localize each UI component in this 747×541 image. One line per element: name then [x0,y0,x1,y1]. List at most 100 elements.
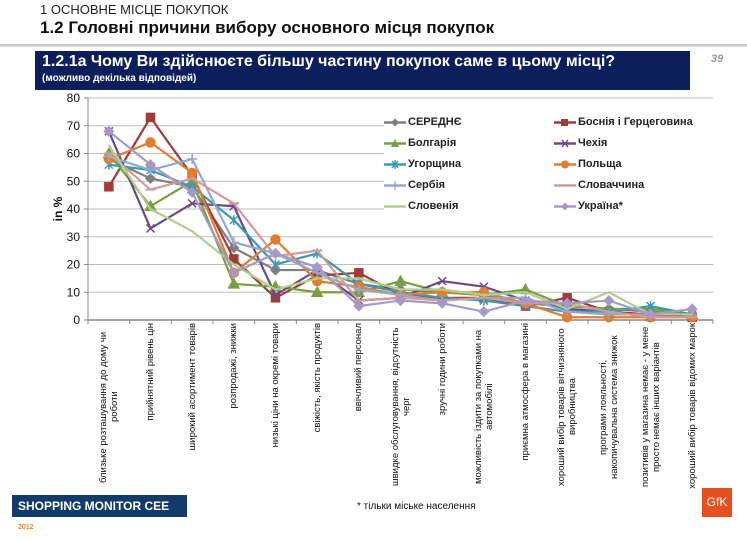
y-tick-label: 10 [67,285,81,299]
data-point [229,254,239,264]
legend-item: СЕРЕДНЄ [384,116,462,128]
y-tick-label: 0 [73,313,80,327]
data-point [144,172,157,185]
y-tick-label: 20 [67,258,81,272]
y-tick-label: 40 [67,202,81,216]
legend-marker-icon [554,139,576,147]
x-tick-label: зручні години роботи [422,323,462,493]
x-tick-label-text: позитивів у магазина немає - у мене прос… [639,326,662,488]
data-point [353,284,364,295]
x-tick-label-text: приємна атмосфера в магазині [520,323,531,461]
data-point [353,300,365,312]
x-tick-label: свіжість, якість продуктів [297,323,337,493]
legend-label: Болгарія [408,137,457,149]
data-point [228,242,240,254]
x-tick-label-text: широкий асортимент товарів [186,323,198,451]
legend-label: СЕРЕДНЄ [408,116,462,128]
data-point [686,303,698,315]
data-point [644,308,657,321]
data-point [186,186,198,198]
x-tick-label-text: близьке розташування до дому чи роботи [97,331,120,483]
x-tick-label: хороший вибір товарів вітчизняного вироб… [547,323,587,493]
data-point [104,182,114,192]
legend-label: Словаччина [578,179,645,191]
data-point [478,306,490,318]
legend-marker-icon [384,204,406,208]
data-point [229,215,239,226]
page-number: 39 [711,53,724,65]
data-point [603,295,615,307]
chart-legend: СЕРЕДНЄ Боснія і Герцеговина Болгарія Чехія… [384,112,722,220]
data-point [186,167,198,179]
x-tick-label-text: хороший вибір товарів відомих марок [686,323,698,489]
legend-label: Словенія [408,200,459,212]
line-chart: 0 10 20 30 40 50 60 70 80 in % [51,91,714,327]
gfk-logo: GfK [702,488,732,517]
legend-item: Угорщина [384,158,461,170]
data-point [270,259,281,270]
section-label: 1 ОСНОВНЕ МІСЦЕ ПОКУПОК [40,2,229,17]
x-tick-label: приємна атмосфера в магазині [506,323,546,493]
x-tick-label-text: хороший вибір товарів вітчизняного вироб… [556,328,579,486]
legend-label: Угорщина [408,158,462,170]
legend-marker-icon [384,138,406,147]
legend-label: Польща [578,158,622,170]
legend-marker-icon [554,160,576,168]
x-tick-label-text: швидке обслуговування, відсутність черг [389,327,412,487]
x-tick-label-text: зручні години роботи [436,323,448,416]
data-point [228,237,239,248]
data-point [228,267,240,279]
x-tick-label: хороший вибір товарів відомих марок [672,323,712,493]
x-tick-label-text: ввічливий персонал [353,323,365,412]
x-tick-label-text: прийнятний рівень цін [145,323,156,421]
x-tick-label: прийнятний рівень цін [131,323,171,493]
legend-marker-icon [554,118,576,126]
y-tick-label: 50 [67,174,81,188]
x-tick-label: програми лояльності, накопичувальна сист… [589,323,629,493]
x-tick-label: ввічливий персонал [339,323,379,493]
data-point [187,198,197,208]
data-point [519,295,532,307]
legend-item: Чехія [554,137,607,149]
brand-name: SHOPPING MONITOR CEE [18,499,170,513]
x-tick-label: швидке обслуговування, відсутність черг [381,323,421,493]
data-point [227,277,241,289]
y-tick-label: 70 [67,119,81,133]
data-point [311,261,323,273]
legend-label: Боснія і Герцеговина [578,116,693,128]
x-tick-label: позитивів у магазина немає - у мене прос… [631,323,671,493]
brand-year: 2012 [18,524,34,531]
legend-marker-icon [384,180,406,190]
footnote: * тільки міське населення [357,501,476,512]
legend-marker-icon [384,118,406,126]
legend-marker-icon [384,159,406,169]
x-tick-label: розпродажі, знижки [214,323,254,493]
legend-marker-icon [554,183,576,187]
data-point [394,295,407,307]
x-tick-label: широкий асортимент товарів [172,323,212,493]
data-point [270,234,281,245]
data-point [270,290,281,300]
data-point [103,125,115,137]
question-banner: 1.2.1а Чому Ви здійснюєте більшу частину… [35,51,690,90]
question-note: (можливо декілька відповідей) [42,73,197,84]
x-tick-label-text: низькі ціни на окремі товари [270,323,281,448]
legend-item: Болгарія [384,137,456,149]
legend-item: Сербія [384,179,445,191]
legend-item: Боснія і Герцеговина [554,116,693,128]
divider [0,44,747,47]
series-line [107,144,693,316]
x-tick-label-text: свіжість, якість продуктів [311,323,323,433]
question-title: 1.2.1а Чому Ви здійснюєте більшу частину… [42,53,616,70]
data-point [437,276,447,286]
legend-label: Україна* [578,200,623,212]
data-point [144,159,157,171]
data-point [187,154,198,165]
legend-marker-icon [554,202,576,210]
y-axis-label: in % [51,196,65,221]
page-title: 1.2 Головні причини вибору основного міс… [40,18,495,37]
x-tick-label-text: розпродажі, знижки [228,323,240,409]
legend-item: Словаччина [554,179,644,191]
x-tick-label-text: програми лояльності, накопичувальна сист… [597,335,620,479]
data-point [561,297,573,309]
